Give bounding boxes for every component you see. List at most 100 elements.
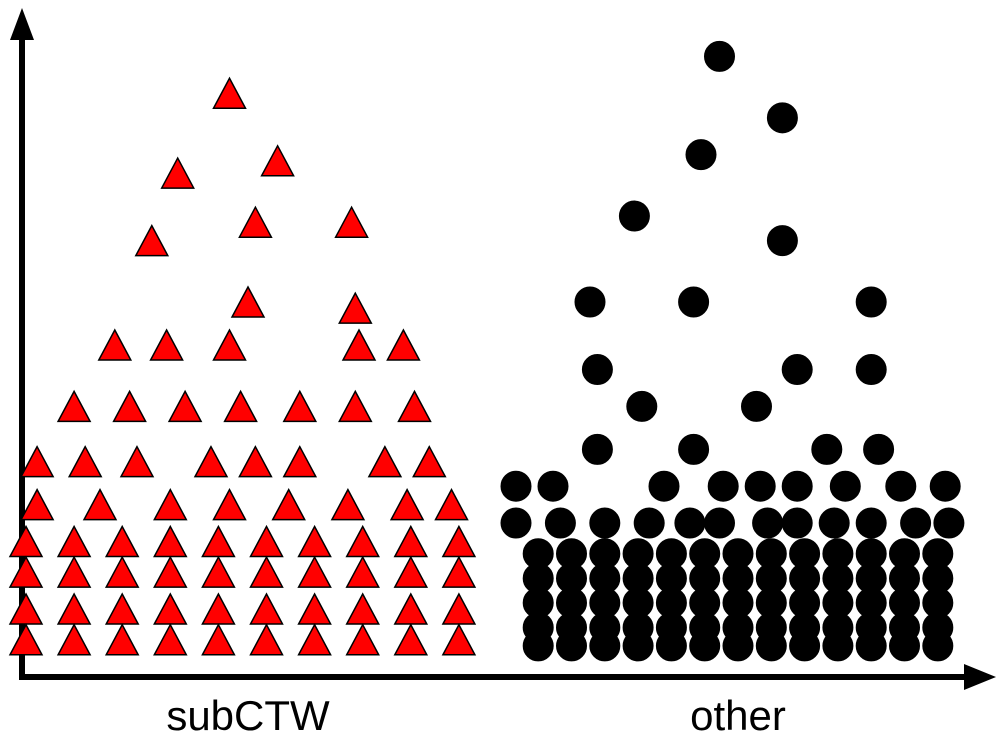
other-point-93 [622,630,654,662]
series-other [500,40,965,662]
other-point-16 [863,433,895,465]
subctw-point-38 [104,524,140,558]
subctw-point-1 [160,156,195,189]
other-point-92 [589,630,621,662]
other-point-32 [752,507,784,539]
other-point-6 [678,286,710,318]
other-point-2 [685,139,717,171]
subctw-point-34 [389,488,425,521]
other-point-7 [855,286,887,318]
other-point-18 [537,470,569,502]
other-point-1 [766,102,798,134]
subctw-point-35 [434,488,469,521]
subctw-point-40 [201,524,236,558]
subctw-point-65 [441,592,477,625]
subctw-point-71 [249,623,284,656]
other-point-0 [704,40,735,72]
subctw-point-58 [104,592,140,625]
other-point-100 [855,630,887,662]
subctw-point-66 [8,623,44,656]
x-tick-labels: subCTW other [166,692,786,739]
subctw-point-46 [8,555,44,588]
subctw-point-50 [201,555,236,588]
other-point-26 [500,507,532,539]
subctw-point-20 [19,445,55,478]
subctw-point-67 [56,623,92,656]
y-axis-arrowhead [10,8,34,40]
x-axis-arrowhead [964,664,996,690]
subctw-point-63 [345,592,380,625]
other-point-33 [781,507,813,539]
subctw-point-75 [441,623,477,656]
subctw-point-47 [56,555,92,588]
subctw-point-5 [334,205,369,238]
subctw-point-24 [238,445,273,478]
subctw-point-33 [330,488,366,521]
subctw-point-14 [112,389,147,423]
other-point-101 [889,630,920,662]
other-point-99 [822,630,854,662]
other-point-17 [500,470,532,502]
subctw-point-0 [212,76,247,110]
other-point-102 [922,630,954,662]
other-point-90 [522,630,554,662]
subctw-point-13 [56,389,92,423]
other-point-21 [744,470,776,502]
other-point-27 [544,507,576,539]
subctw-point-10 [212,328,247,361]
subctw-point-54 [393,555,429,588]
other-point-25 [929,470,961,502]
subctw-point-56 [8,592,44,625]
subctw-point-2 [260,144,295,177]
subctw-point-30 [153,488,188,521]
subctw-point-26 [367,445,403,478]
subctw-point-19 [397,389,432,423]
subctw-point-73 [345,623,380,656]
subctw-point-4 [238,205,273,238]
subctw-point-29 [82,488,118,521]
subctw-point-8 [97,328,133,361]
subctw-point-74 [393,623,429,656]
subctw-point-72 [297,623,332,656]
other-point-98 [789,630,821,662]
subctw-point-70 [201,623,236,656]
other-point-3 [618,200,650,232]
subctw-point-25 [282,445,318,478]
subctw-point-21 [67,445,103,478]
other-point-31 [704,507,735,539]
subctw-point-51 [249,555,284,588]
subctw-point-60 [201,592,236,625]
other-point-96 [722,630,754,662]
subctw-point-52 [297,555,332,588]
subctw-point-39 [153,524,188,558]
other-point-23 [829,470,861,502]
other-point-35 [855,507,887,539]
subctw-point-44 [393,524,429,558]
other-point-30 [674,507,706,539]
other-point-95 [689,630,721,662]
subctw-point-7 [338,291,373,324]
subctw-point-15 [167,389,203,423]
subctw-point-11 [341,328,377,361]
subctw-point-37 [56,524,92,558]
other-point-19 [648,470,680,502]
subctw-point-69 [153,623,188,656]
subctw-point-23 [193,445,229,478]
subctw-point-55 [441,555,477,588]
subctw-point-16 [223,389,258,423]
other-point-15 [811,433,843,465]
subctw-point-45 [441,524,477,558]
subctw-point-3 [134,224,170,257]
other-point-5 [574,286,606,318]
subctw-point-53 [345,555,380,588]
subctw-point-42 [297,524,332,558]
subctw-point-62 [297,592,332,625]
subctw-point-31 [212,488,247,521]
other-point-11 [626,390,658,422]
subctw-point-59 [153,592,188,625]
other-point-24 [885,470,917,502]
x-tick-label-subctw: subCTW [166,692,330,739]
x-tick-label-other: other [690,692,786,739]
other-point-91 [556,630,587,662]
